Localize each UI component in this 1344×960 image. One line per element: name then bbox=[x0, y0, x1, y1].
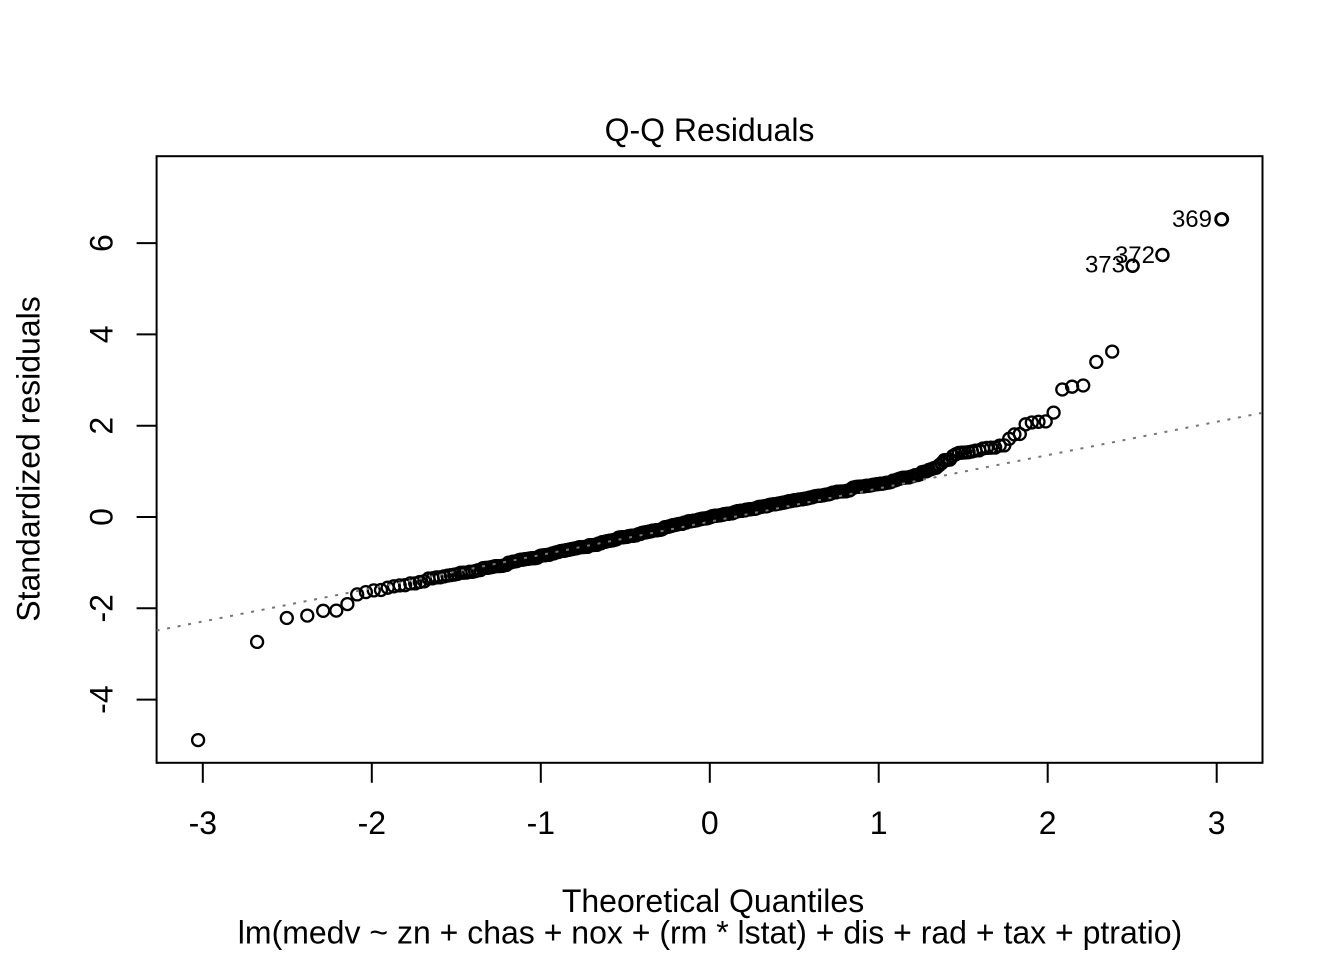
svg-text:2: 2 bbox=[84, 417, 120, 435]
svg-text:Standardized residuals: Standardized residuals bbox=[10, 296, 46, 622]
svg-text:lm(medv ~ zn + chas + nox + (r: lm(medv ~ zn + chas + nox + (rm * lstat)… bbox=[238, 915, 1182, 951]
svg-text:Theoretical Quantiles: Theoretical Quantiles bbox=[562, 883, 864, 919]
svg-text:4: 4 bbox=[84, 326, 120, 344]
svg-text:6: 6 bbox=[84, 234, 120, 252]
svg-text:1: 1 bbox=[870, 805, 888, 841]
svg-text:-4: -4 bbox=[84, 685, 120, 713]
svg-text:0: 0 bbox=[701, 805, 719, 841]
svg-text:-3: -3 bbox=[189, 805, 217, 841]
svg-text:0: 0 bbox=[84, 508, 120, 526]
svg-text:372: 372 bbox=[1115, 242, 1155, 269]
svg-text:-2: -2 bbox=[358, 805, 386, 841]
svg-text:-1: -1 bbox=[527, 805, 555, 841]
svg-text:2: 2 bbox=[1039, 805, 1057, 841]
svg-text:369: 369 bbox=[1172, 206, 1212, 233]
svg-text:3: 3 bbox=[1208, 805, 1226, 841]
svg-text:Q-Q Residuals: Q-Q Residuals bbox=[605, 112, 815, 148]
svg-text:373: 373 bbox=[1085, 252, 1125, 279]
svg-text:-2: -2 bbox=[84, 594, 120, 622]
